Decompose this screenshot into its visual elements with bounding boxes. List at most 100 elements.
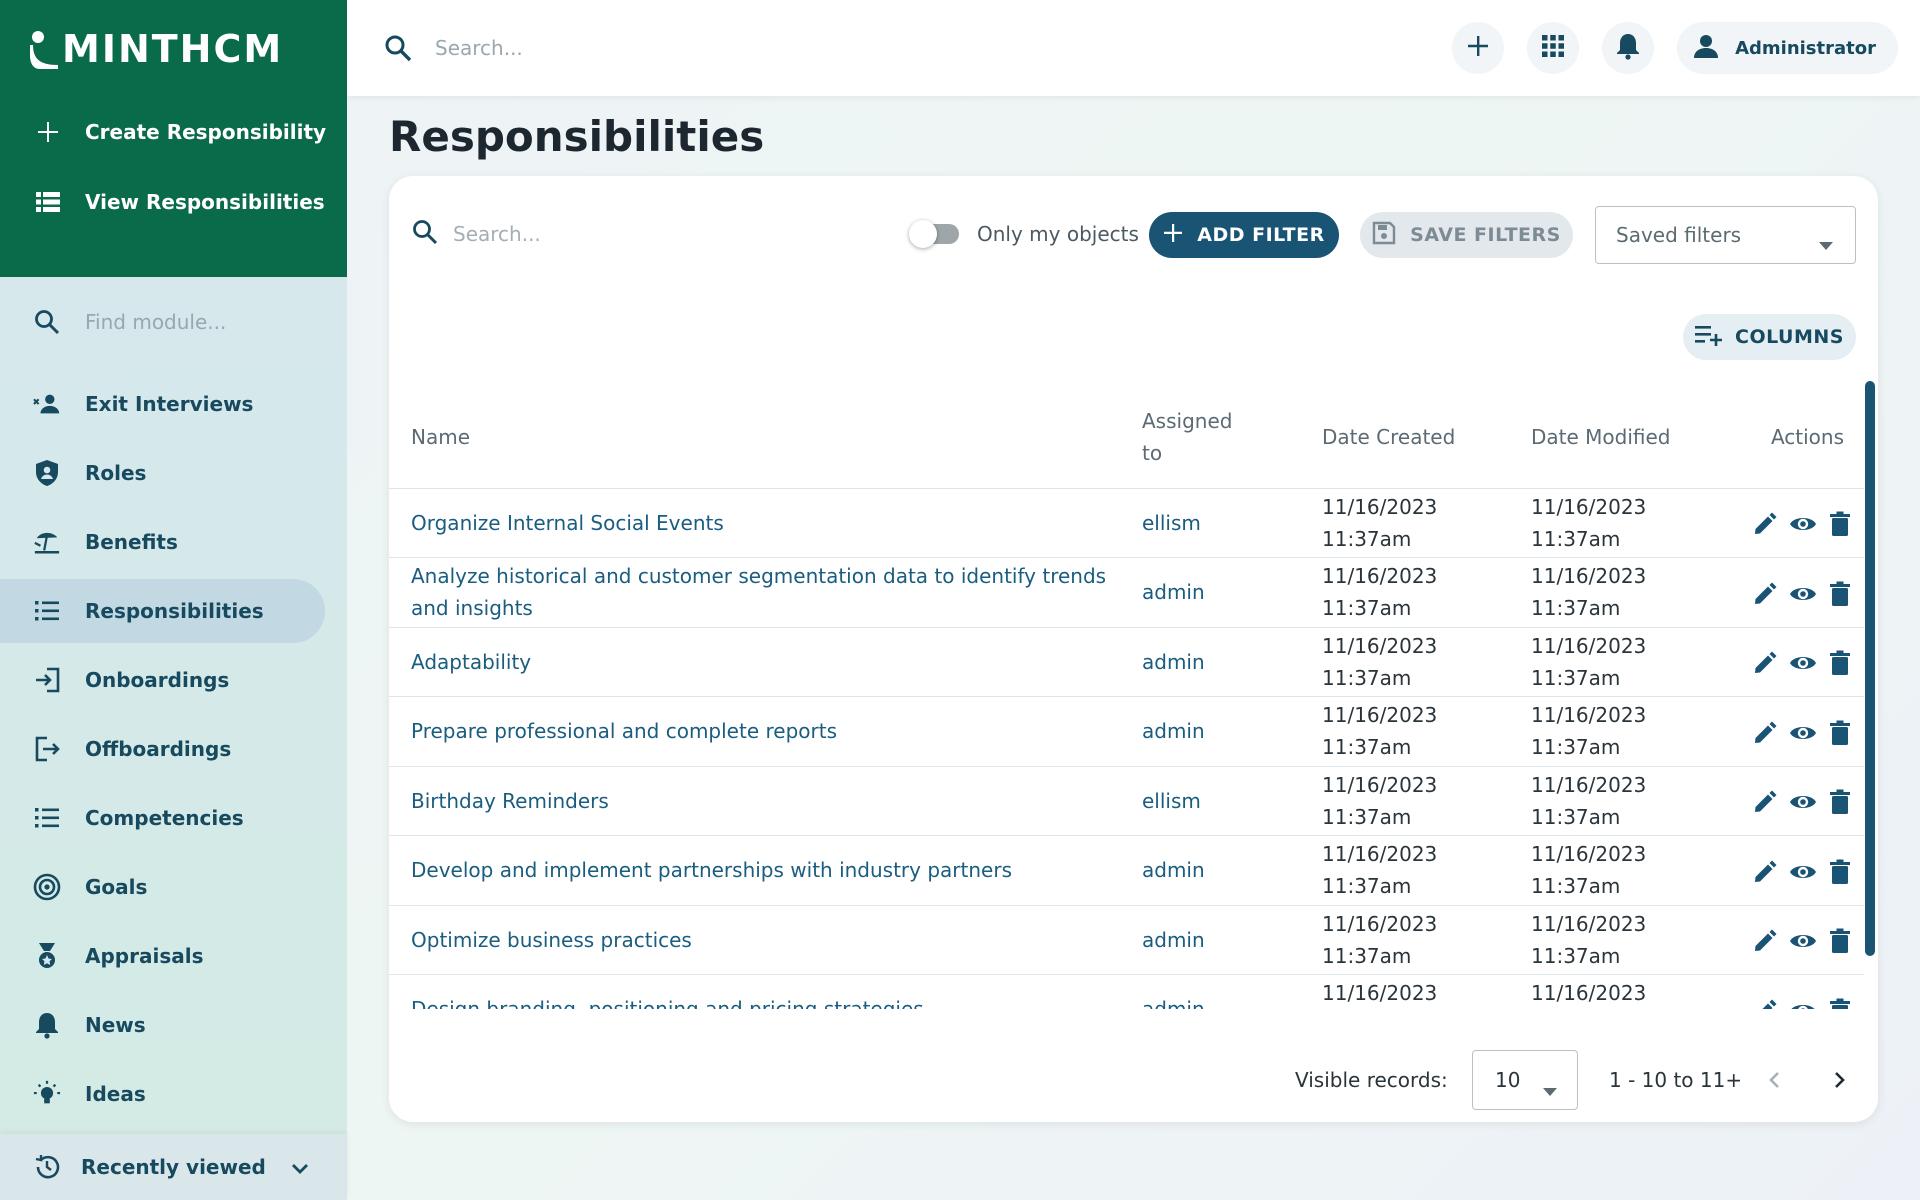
delete-icon[interactable] [1826, 928, 1852, 954]
record-name-link[interactable]: Develop and implement partnerships with … [411, 858, 1012, 883]
record-name-link[interactable]: Organize Internal Social Events [411, 510, 724, 535]
sidebar-item-benefits[interactable]: Benefits [0, 510, 325, 574]
sidebar-item-onboardings[interactable]: Onboardings [0, 648, 325, 712]
assigned-user-link[interactable]: admin [1142, 927, 1205, 952]
logo[interactable]: MINTHCM [0, 0, 347, 97]
table-row[interactable]: Prepare professional and complete report… [389, 696, 1864, 767]
record-name-link[interactable]: Design branding, positioning and pricing… [411, 997, 924, 1009]
table-scrollbar[interactable] [1865, 381, 1875, 956]
apps-button[interactable] [1527, 22, 1580, 74]
quick-create-button[interactable] [1452, 22, 1505, 74]
assigned-user-link[interactable]: ellism [1142, 788, 1201, 813]
create-responsibility-button[interactable]: Create Responsibility [0, 97, 347, 167]
recently-viewed-toggle[interactable]: Recently viewed [0, 1134, 347, 1200]
edit-icon[interactable] [1752, 859, 1778, 885]
date-value: 11/16/2023 [1531, 842, 1647, 867]
view-responsibilities-button[interactable]: View Responsibilities [0, 167, 347, 237]
table-row[interactable]: Birthday Reminders ellism 11/16/2023 11:3… [389, 766, 1864, 836]
next-page-button[interactable] [1825, 1066, 1853, 1098]
view-icon[interactable] [1789, 998, 1815, 1009]
table-row[interactable]: Optimize business practices admin 11/16/… [389, 905, 1864, 975]
cell-actions [1719, 557, 1864, 628]
column-header-date-created[interactable]: Date Created [1300, 386, 1509, 489]
record-name-link[interactable]: Adaptability [411, 649, 532, 674]
date-value: 11/16/2023 [1322, 633, 1438, 658]
assigned-user-link[interactable]: ellism [1142, 510, 1201, 535]
table-row[interactable]: Analyze historical and customer segmenta… [389, 557, 1864, 628]
view-icon[interactable] [1789, 789, 1816, 815]
date-value: 11/16/2023 [1322, 772, 1438, 797]
table-row[interactable]: Organize Internal Social Events ellism 1… [389, 488, 1864, 558]
column-header-date-modified[interactable]: Date Modified [1509, 386, 1719, 489]
assigned-user-link[interactable]: admin [1142, 580, 1205, 605]
apps-grid-icon [1541, 34, 1565, 62]
view-icon[interactable] [1789, 511, 1816, 537]
edit-icon[interactable] [1752, 789, 1778, 815]
view-icon[interactable] [1789, 720, 1816, 746]
toggle-track[interactable] [909, 220, 959, 248]
page-size-select[interactable]: 10 [1472, 1050, 1578, 1110]
view-icon[interactable] [1789, 928, 1816, 954]
cell-date-modified: 11/16/2023 11:37am [1509, 766, 1719, 836]
sidebar-item-appraisals[interactable]: Appraisals [0, 924, 325, 988]
date-value: 11/16/2023 [1322, 842, 1438, 867]
assigned-user-link[interactable]: admin [1142, 649, 1205, 674]
save-filters-button[interactable]: SAVE FILTERS [1360, 212, 1573, 258]
columns-button[interactable]: COLUMNS [1683, 314, 1856, 360]
list-search-input[interactable] [453, 222, 873, 246]
table-row[interactable]: Design branding, positioning and pricing… [389, 974, 1864, 1009]
cell-assigned-to: admin [1120, 627, 1300, 697]
edit-icon[interactable] [1752, 998, 1778, 1009]
sidebar-item-exit-interviews[interactable]: Exit Interviews [0, 372, 325, 436]
global-search-input[interactable] [435, 36, 1135, 60]
page-range: 1 - 10 to 11+ [1609, 1068, 1743, 1092]
record-name-link[interactable]: Prepare professional and complete report… [411, 719, 837, 744]
delete-icon[interactable] [1826, 511, 1852, 537]
view-icon[interactable] [1789, 650, 1816, 676]
sidebar-item-ideas[interactable]: Ideas [0, 1062, 325, 1126]
assigned-user-link[interactable]: admin [1142, 719, 1205, 744]
assigned-user-link[interactable]: admin [1142, 997, 1205, 1009]
saved-filters-select[interactable]: Saved filters [1595, 206, 1856, 264]
table-row[interactable]: Develop and implement partnerships with … [389, 835, 1864, 906]
delete-icon[interactable] [1826, 859, 1852, 885]
delete-icon[interactable] [1826, 581, 1852, 607]
sidebar-item-competencies[interactable]: Competencies [0, 786, 325, 850]
column-header-name[interactable]: Name [389, 386, 1120, 489]
edit-icon[interactable] [1752, 720, 1778, 746]
edit-icon[interactable] [1752, 511, 1778, 537]
toggle-knob [909, 220, 937, 248]
delete-icon[interactable] [1826, 789, 1852, 815]
sidebar-item-label: Competencies [85, 806, 244, 830]
column-header-assigned[interactable]: Assigned to [1120, 386, 1300, 489]
find-module-input[interactable] [85, 310, 305, 334]
delete-icon[interactable] [1826, 650, 1852, 676]
assigned-user-link[interactable]: admin [1142, 858, 1205, 883]
list-icon [33, 804, 61, 832]
edit-icon[interactable] [1752, 928, 1778, 954]
cell-actions [1719, 974, 1864, 1009]
record-name-link[interactable]: Birthday Reminders [411, 788, 609, 813]
edit-icon[interactable] [1752, 650, 1778, 676]
cell-date-modified: 11/16/2023 11:37am [1509, 905, 1719, 975]
sidebar-item-goals[interactable]: Goals [0, 855, 325, 919]
user-menu-button[interactable]: Administrator [1677, 22, 1898, 74]
record-name-link[interactable]: Optimize business practices [411, 927, 692, 952]
sidebar-item-offboardings[interactable]: Offboardings [0, 717, 325, 781]
delete-icon[interactable] [1826, 720, 1852, 746]
sidebar-item-roles[interactable]: Roles [0, 441, 325, 505]
table-row[interactable]: Adaptability admin 11/16/2023 11:37am 11/… [389, 627, 1864, 697]
plus-icon [1467, 35, 1489, 61]
notifications-button[interactable] [1602, 22, 1655, 74]
add-filter-button[interactable]: ADD FILTER [1149, 212, 1339, 258]
only-my-objects-toggle[interactable]: Only my objects [909, 220, 1139, 248]
sidebar-item-news[interactable]: News [0, 993, 325, 1057]
sidebar-item-responsibilities[interactable]: Responsibilities [0, 579, 325, 643]
previous-page-button[interactable] [1761, 1066, 1789, 1098]
cell-name: Optimize business practices [389, 905, 1120, 975]
view-icon[interactable] [1789, 859, 1816, 885]
record-name-link[interactable]: Analyze historical and customer segmenta… [411, 564, 1107, 621]
delete-icon[interactable] [1826, 998, 1852, 1009]
view-icon[interactable] [1789, 581, 1816, 607]
edit-icon[interactable] [1752, 581, 1778, 607]
